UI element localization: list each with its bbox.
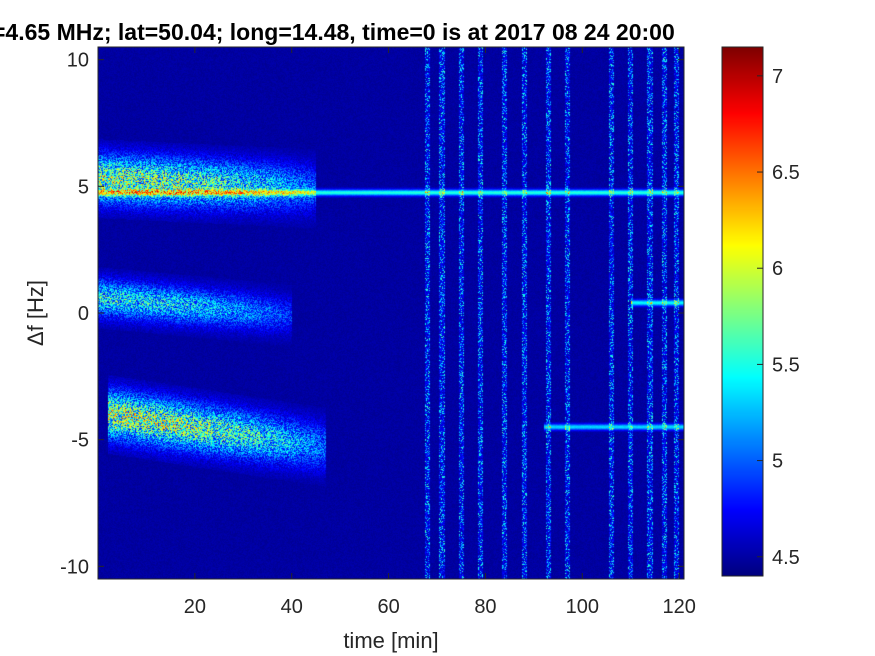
colorbar-tick-label: 7 — [772, 66, 783, 88]
chart-title: =4.65 MHz; lat=50.04; long=14.48, time=0… — [0, 19, 675, 45]
y-tick-label: 10 — [67, 50, 89, 72]
colorbar-tick-label: 4.5 — [772, 547, 800, 569]
x-tick-label: 60 — [377, 596, 399, 618]
colorbar-tick-label: 5 — [772, 451, 783, 473]
colorbar-frame — [721, 46, 764, 577]
y-tick-label: -10 — [60, 556, 89, 578]
x-tick-label: 20 — [184, 596, 206, 618]
colorbar-tick-label: 5.5 — [772, 354, 800, 376]
y-tick-label: 5 — [78, 176, 89, 198]
colorbar — [722, 47, 763, 576]
x-tick-label: 120 — [662, 596, 695, 618]
x-axis-ticks: 20 40 60 80 100 120 — [184, 47, 696, 618]
x-tick-label: 100 — [566, 596, 599, 618]
y-tick-label: 0 — [78, 303, 89, 325]
colorbar-ticks: 4.5 5 5.5 6 6.5 7 — [757, 66, 800, 569]
y-axis-label: Δf [Hz] — [23, 280, 48, 346]
x-tick-label: 80 — [474, 596, 496, 618]
x-tick-label: 40 — [281, 596, 303, 618]
heatmap-image — [98, 47, 684, 579]
y-tick-label: -5 — [71, 430, 89, 452]
x-axis-label: time [min] — [343, 628, 438, 653]
colorbar-tick-label: 6.5 — [772, 162, 800, 184]
colorbar-tick-label: 6 — [772, 258, 783, 280]
y-axis-ticks: -10 -5 0 5 10 — [60, 50, 684, 578]
